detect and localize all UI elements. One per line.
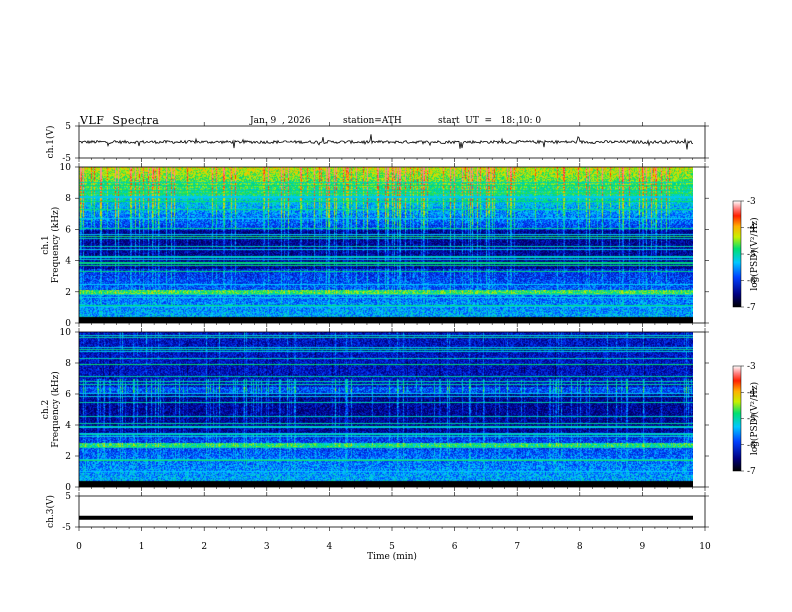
spectrogram-image [79, 167, 693, 323]
x-tick-label: 4 [327, 542, 333, 552]
y-tick-label: 8 [65, 194, 71, 204]
colorbar-tick-label: -4 [747, 224, 756, 234]
y-tick-label: 6 [65, 390, 71, 400]
colorbar-tick-label: -5 [747, 415, 756, 425]
start-time-label: start UT = 18: 10: 0 [438, 116, 542, 126]
colorbar-tick-label: -3 [747, 197, 756, 207]
colorbar-tick-label: -3 [747, 362, 756, 372]
y-tick-label: 0 [65, 483, 71, 493]
y-tick-label: 10 [60, 163, 72, 173]
y-tick-label: 10 [60, 328, 72, 338]
date-label: Jan. 9 , 2026 [250, 116, 311, 126]
colorbar [732, 200, 742, 308]
y-axis-label: ch.3(V) [45, 495, 56, 528]
y-axis-label: ch.1(V) [45, 126, 56, 159]
spectrogram-image [79, 332, 693, 487]
x-tick-label: 2 [201, 542, 207, 552]
colorbar-tick-label: -6 [747, 277, 756, 287]
y-axis-label: ch.2 [41, 400, 51, 419]
x-tick-label: 0 [76, 542, 82, 552]
x-tick-label: 6 [452, 542, 458, 552]
ch1-trace [78, 134, 693, 150]
y-tick-label: 2 [65, 452, 71, 462]
x-tick-label: 9 [640, 542, 646, 552]
x-tick-label: 7 [514, 542, 520, 552]
x-tick-label: 1 [139, 542, 145, 552]
plot-title: VLF Spectra [80, 114, 160, 127]
y-tick-label: 4 [65, 421, 71, 431]
panel-frame [78, 495, 706, 528]
colorbar-tick-label: -7 [747, 467, 756, 477]
y-tick-label: 5 [65, 122, 71, 132]
y-tick-label: 6 [65, 225, 71, 235]
y-tick-label: 2 [65, 288, 71, 298]
colorbar-label: log(PSD)(V²/Hz) [749, 382, 760, 455]
y-tick-label: 5 [65, 492, 71, 502]
colorbar-tick-label: -7 [747, 303, 756, 313]
x-tick-label: 3 [264, 542, 270, 552]
y-tick-label: 4 [65, 257, 71, 267]
y-tick-label: 8 [65, 359, 71, 369]
y-axis-label: Frequency (kHz) [50, 207, 61, 284]
colorbar-tick-label: -6 [747, 441, 756, 451]
y-axis-label: Frequency (kHz) [50, 371, 61, 448]
x-tick-label: 8 [577, 542, 583, 552]
y-tick-label: -5 [62, 154, 71, 164]
y-axis-label: ch.1 [41, 235, 51, 254]
colorbar [732, 365, 742, 472]
colorbar-tick-label: -5 [747, 250, 756, 260]
x-tick-label: 5 [389, 542, 395, 552]
y-tick-label: 0 [65, 319, 71, 329]
station-label: station=ATH [343, 116, 402, 126]
y-tick-label: -5 [62, 523, 71, 533]
x-axis-label: Time (min) [367, 551, 417, 562]
x-tick-label: 10 [699, 542, 711, 552]
colorbar-tick-label: -4 [747, 388, 756, 398]
colorbar-label: log(PSD)(V²/Hz) [749, 217, 760, 290]
